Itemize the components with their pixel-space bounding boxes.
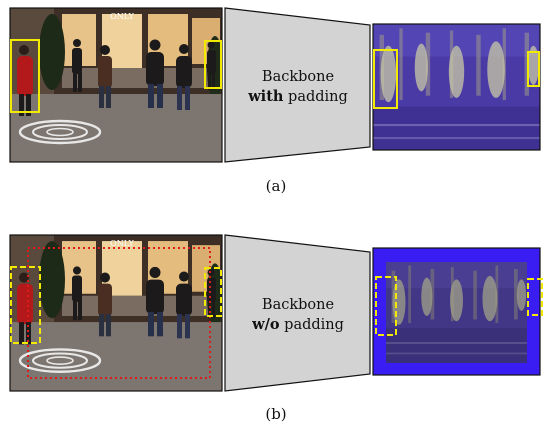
detection-box-right-b: [204, 267, 222, 317]
input-image-b: ONLY: [9, 234, 223, 392]
detection-box-left-b: [10, 266, 41, 344]
backbone-label-a-rest: padding: [283, 89, 347, 105]
detection-box-right-a: [204, 40, 222, 89]
backbone-label-b-emph: w/o: [251, 316, 280, 333]
row-b: ONLY Backbone w/o padding (b): [9, 234, 543, 423]
row-a: ONLY Backbone with padding (a): [9, 7, 541, 195]
backbone-label-a-line1: Backbone: [262, 69, 334, 85]
feature-map-a: [372, 23, 541, 151]
store-sign-a: ONLY: [110, 12, 134, 21]
backbone-block-a: Backbone with padding: [224, 7, 371, 163]
store-sign-b: ONLY: [110, 239, 134, 248]
input-image-a: ONLY: [9, 7, 223, 163]
feature-box-right-a: [527, 51, 540, 87]
caption-a: (a): [266, 177, 287, 195]
caption-b: (b): [265, 405, 286, 423]
backbone-label-b-line2: w/o padding: [251, 316, 344, 333]
backbone-label-a-emph: with: [247, 88, 284, 105]
feature-map-b: [372, 247, 543, 376]
detection-box-left-a: [10, 39, 40, 113]
backbone-block-b: Backbone w/o padding: [224, 234, 371, 392]
backbone-label-a-line2: with padding: [247, 88, 348, 105]
crop-region-b: [27, 247, 211, 379]
backbone-label-b-rest: padding: [280, 317, 344, 333]
backbone-label-b-line1: Backbone: [262, 297, 334, 313]
feature-box-left-b: [375, 276, 397, 336]
feature-box-left-a: [373, 49, 398, 109]
feature-box-right-b: [527, 278, 543, 316]
